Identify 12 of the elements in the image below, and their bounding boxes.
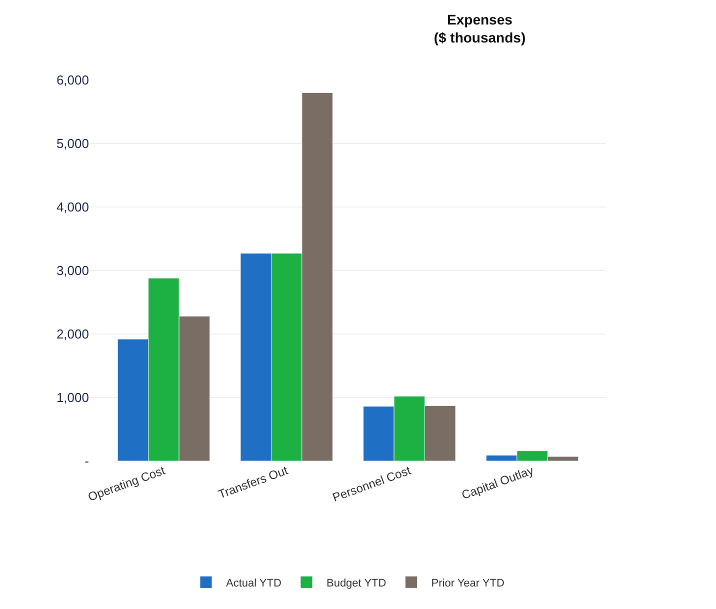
legend-label: Actual YTD bbox=[226, 577, 282, 590]
y-tick-label: 1,000 bbox=[56, 390, 89, 406]
y-tick-label: 2,000 bbox=[56, 326, 89, 342]
legend-label: Budget YTD bbox=[326, 577, 386, 590]
y-tick-label: 4,000 bbox=[56, 200, 89, 215]
y-tick-label: 5,000 bbox=[56, 136, 89, 152]
legend-label: Prior Year YTD bbox=[431, 577, 504, 590]
chart-title: Expenses ($ thousands) bbox=[434, 11, 526, 46]
y-tick-label: 3,000 bbox=[56, 263, 89, 278]
y-tick-label: - bbox=[84, 454, 89, 469]
x-tick-label: Capital Outlay bbox=[460, 463, 536, 502]
y-tick-label: 6,000 bbox=[56, 72, 89, 88]
